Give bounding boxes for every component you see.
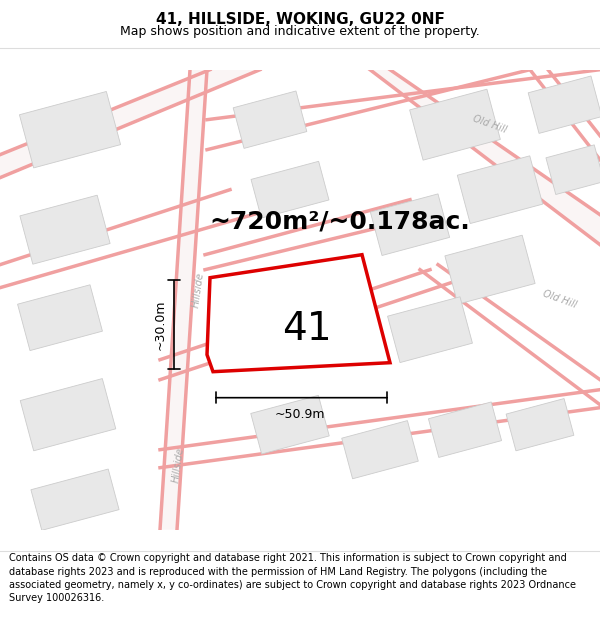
Text: Hillside: Hillside xyxy=(191,271,205,308)
Polygon shape xyxy=(370,194,449,256)
Polygon shape xyxy=(546,145,600,194)
Polygon shape xyxy=(342,421,418,479)
Polygon shape xyxy=(388,297,472,362)
Text: ~50.9m: ~50.9m xyxy=(275,408,325,421)
Polygon shape xyxy=(160,69,207,530)
Text: 41: 41 xyxy=(281,310,331,348)
Polygon shape xyxy=(251,161,329,218)
Polygon shape xyxy=(428,402,502,458)
Polygon shape xyxy=(17,285,103,351)
Polygon shape xyxy=(410,89,500,160)
Text: 41, HILLSIDE, WOKING, GU22 0NF: 41, HILLSIDE, WOKING, GU22 0NF xyxy=(155,12,445,27)
Polygon shape xyxy=(0,69,260,178)
Text: Map shows position and indicative extent of the property.: Map shows position and indicative extent… xyxy=(120,24,480,38)
Polygon shape xyxy=(20,379,116,451)
Polygon shape xyxy=(457,156,542,224)
Polygon shape xyxy=(207,255,390,372)
Text: ~720m²/~0.178ac.: ~720m²/~0.178ac. xyxy=(209,210,470,234)
Polygon shape xyxy=(506,399,574,451)
Text: ~30.0m: ~30.0m xyxy=(154,299,167,350)
Polygon shape xyxy=(251,396,329,454)
Text: Old Hill: Old Hill xyxy=(542,289,578,311)
Polygon shape xyxy=(20,195,110,264)
Text: Old Hill: Old Hill xyxy=(472,114,508,136)
Polygon shape xyxy=(19,91,121,168)
Polygon shape xyxy=(31,469,119,531)
Polygon shape xyxy=(528,76,600,133)
Polygon shape xyxy=(233,91,307,148)
Polygon shape xyxy=(370,69,600,244)
Text: Contains OS data © Crown copyright and database right 2021. This information is : Contains OS data © Crown copyright and d… xyxy=(9,554,576,603)
Polygon shape xyxy=(445,235,535,304)
Text: Hillside: Hillside xyxy=(170,446,185,483)
